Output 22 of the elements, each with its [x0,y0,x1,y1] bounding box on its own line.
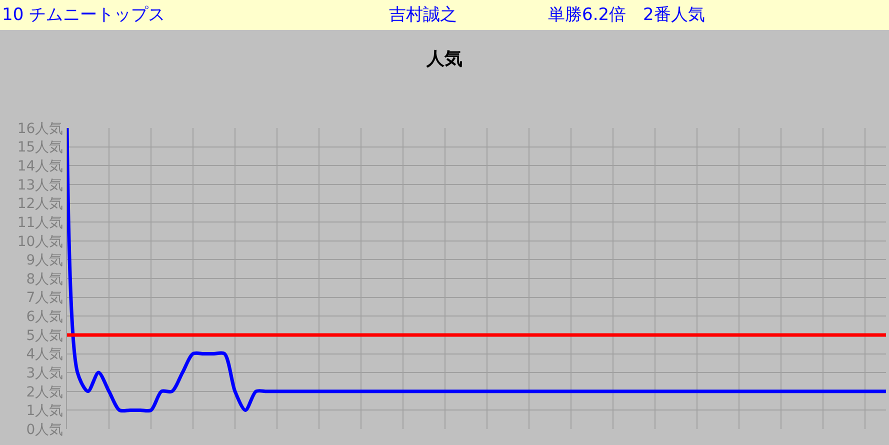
y-tick-label: 16人気 [17,120,64,137]
y-tick-label: 10人気 [17,234,64,250]
y-tick-label: 4人気 [26,346,64,363]
text: 10 チムニートップス [2,5,166,25]
y-tick-label: 2人気 [26,384,64,400]
y-tick-label: 14人気 [17,158,64,175]
y-tick-label: 11人気 [17,214,64,231]
line-series [67,128,886,413]
y-tick-label: 6人気 [26,309,64,326]
y-tick-label: 3人気 [26,365,64,382]
y-tick-label: 8人気 [26,271,64,288]
chart-title: 人気 [426,48,462,70]
y-tick-label: 1人気 [26,403,64,420]
text: 単勝6.2倍 2番人気 [548,5,705,25]
text: 吉村誠之 [389,5,457,25]
y-tick-label: 0人気 [26,422,64,438]
y-tick-label: 15人気 [17,140,64,156]
y-tick-label: 13人気 [17,177,64,194]
y-tick-label: 9人気 [26,252,64,269]
y-tick-label: 12人気 [17,196,64,212]
y-tick-label: 7人気 [26,290,64,306]
y-tick-label: 5人気 [26,328,64,344]
